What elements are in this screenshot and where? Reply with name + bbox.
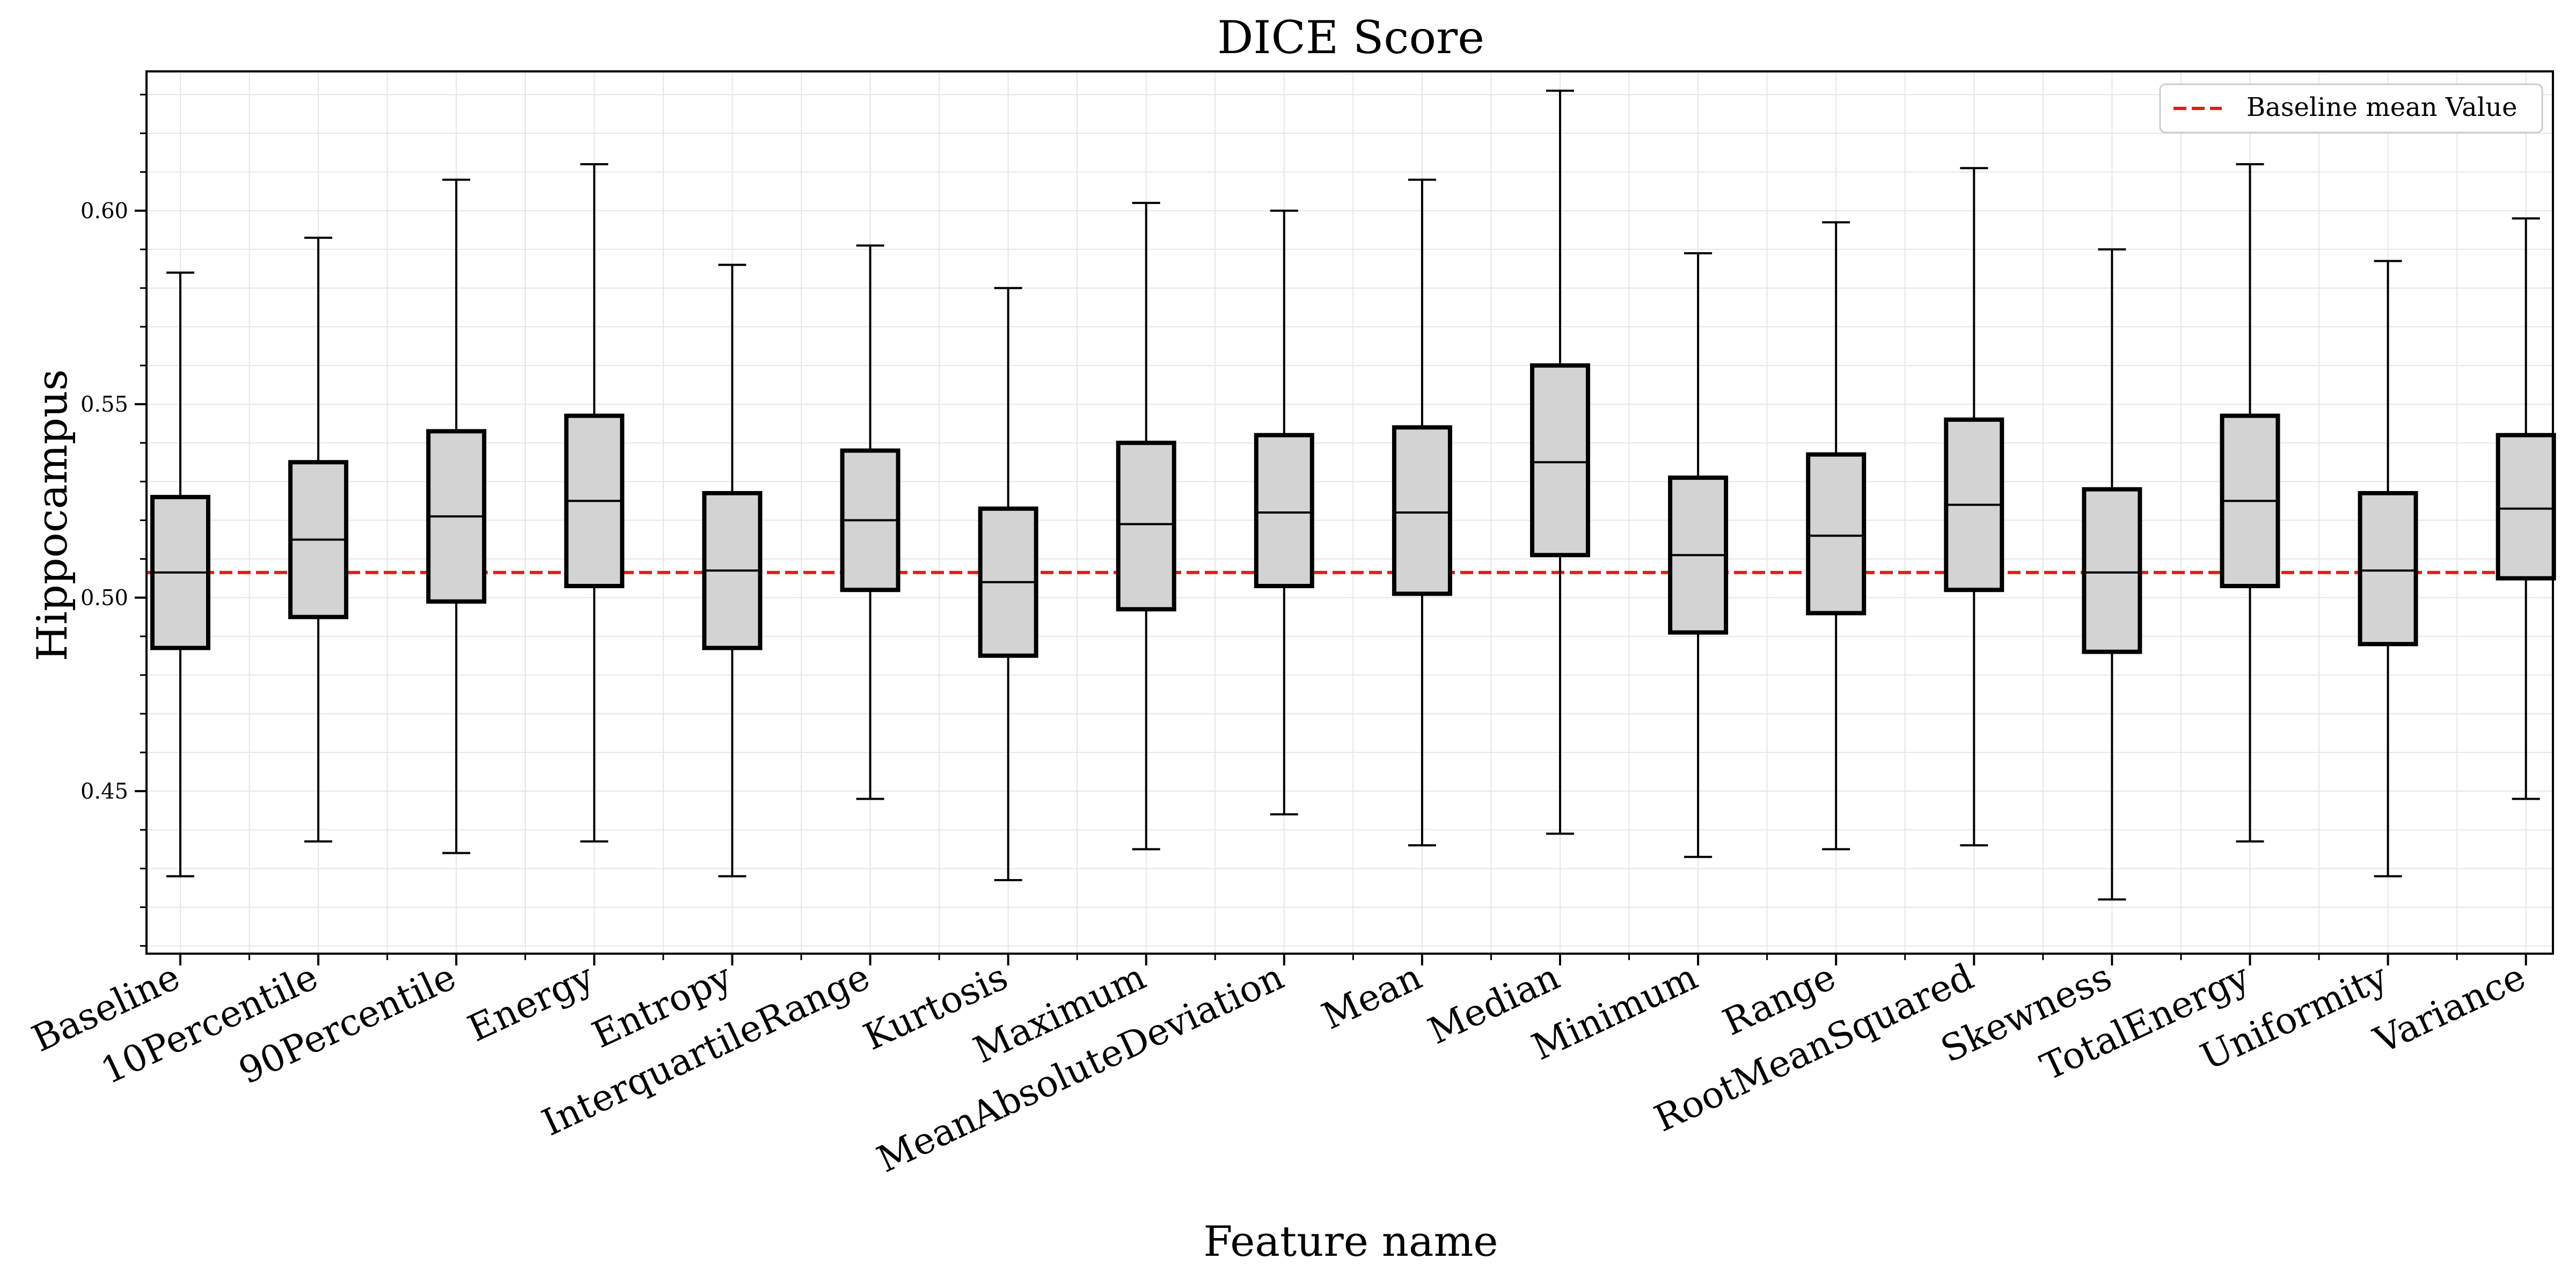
legend-label: Baseline mean Value	[2246, 92, 2517, 122]
plot-frame	[145, 70, 2554, 955]
x-axis-label: Feature name	[1203, 1218, 1498, 1266]
box-iqr	[2496, 433, 2556, 581]
box-10Percentile	[288, 237, 349, 843]
x-tick-label: Mean	[1316, 956, 1428, 1038]
box-iqr	[1116, 441, 1176, 612]
box-InterquartileRange	[840, 244, 901, 800]
box-Minimum	[1668, 252, 1729, 858]
x-tick-label: Variance	[2367, 956, 2531, 1063]
x-tick-label: Energy	[462, 956, 601, 1051]
y-tick-label: 0.60	[80, 199, 128, 224]
box-iqr	[1392, 425, 1452, 596]
box-iqr	[2358, 491, 2418, 647]
y-tick-label: 0.45	[80, 779, 128, 804]
box-90Percentile	[426, 178, 487, 854]
box-Mean	[1392, 178, 1452, 847]
y-tick-label: 0.50	[80, 586, 128, 611]
box-iqr	[1806, 452, 1867, 616]
box-Range	[1806, 221, 1867, 851]
y-tick-label: 0.55	[80, 392, 128, 417]
box-RootMeanSquared	[1944, 167, 2004, 847]
box-Baseline	[150, 271, 210, 877]
box-Energy	[564, 163, 625, 843]
legend-box	[2159, 83, 2543, 134]
box-TotalEnergy	[2220, 163, 2280, 843]
chart-title: DICE Score	[1217, 11, 1484, 64]
box-iqr	[1254, 433, 1314, 589]
y-axis-label: Hippocampus	[28, 369, 77, 661]
box-Median	[1530, 90, 1590, 835]
box-iqr	[2082, 487, 2142, 654]
box-Skewness	[2082, 248, 2142, 901]
box-MeanAbsoluteDeviation	[1254, 209, 1314, 816]
box-Uniformity	[2358, 260, 2418, 877]
legend: Baseline mean Value	[2159, 83, 2543, 134]
box-Maximum	[1116, 202, 1176, 851]
box-iqr	[1530, 363, 1590, 558]
box-Variance	[2496, 217, 2556, 800]
box-Entropy	[702, 264, 763, 877]
box-Kurtosis	[978, 287, 1038, 881]
